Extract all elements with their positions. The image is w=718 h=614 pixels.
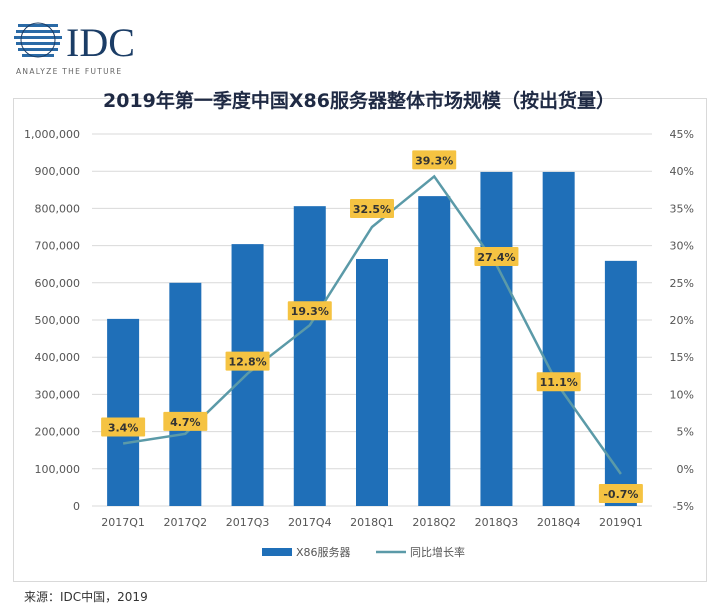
left-tick-label: 1,000,000	[24, 128, 80, 141]
data-label-box	[412, 150, 457, 170]
bar	[169, 282, 202, 506]
bar	[356, 258, 388, 506]
category-label: 2018Q1	[350, 516, 394, 529]
legend-swatch-bar	[262, 548, 292, 556]
bar	[480, 171, 513, 506]
category-label: 2017Q1	[101, 516, 145, 529]
right-tick-label: 40%	[670, 165, 694, 178]
left-tick-label: 400,000	[35, 351, 81, 364]
data-label: 11.1%	[540, 376, 578, 389]
legend-label: X86服务器	[296, 546, 351, 559]
legend-label: 同比增长率	[410, 545, 465, 559]
bar	[293, 206, 326, 506]
data-label-box	[474, 246, 519, 266]
left-tick-label: 300,000	[35, 388, 81, 401]
bar	[418, 196, 451, 506]
left-tick-label: 900,000	[35, 165, 81, 178]
svg-text:ANALYZE THE FUTURE: ANALYZE THE FUTURE	[16, 67, 122, 76]
right-tick-label: 20%	[670, 314, 694, 327]
category-label: 2017Q2	[164, 516, 208, 529]
idc-logo: IDC ANALYZE THE FUTURE	[14, 20, 135, 76]
right-tick-label: 15%	[670, 351, 694, 364]
data-label-box	[101, 417, 146, 437]
data-label: -0.7%	[603, 488, 638, 501]
data-label-box	[163, 411, 208, 431]
data-label: 27.4%	[477, 251, 515, 264]
svg-text:IDC: IDC	[66, 20, 135, 65]
right-tick-label: -5%	[673, 500, 694, 513]
category-label: 2017Q3	[226, 516, 270, 529]
right-tick-label: 0%	[677, 463, 694, 476]
data-label-box	[598, 484, 643, 504]
right-tick-label: 5%	[677, 426, 694, 439]
bar	[542, 171, 575, 506]
left-tick-label: 100,000	[35, 463, 81, 476]
left-tick-label: 800,000	[35, 202, 81, 215]
data-label: 32.5%	[353, 203, 391, 216]
data-label: 4.7%	[170, 416, 201, 429]
category-label: 2017Q4	[288, 516, 332, 529]
left-tick-label: 600,000	[35, 277, 81, 290]
data-label: 12.8%	[228, 356, 266, 369]
data-label: 3.4%	[108, 422, 139, 435]
category-label: 2018Q2	[412, 516, 456, 529]
data-label: 39.3%	[415, 154, 453, 167]
left-tick-label: 700,000	[35, 240, 81, 253]
category-label: 2018Q4	[537, 516, 581, 529]
right-tick-label: 30%	[670, 240, 694, 253]
chart-title: 2019年第一季度中国X86服务器整体市场规模（按出货量）	[103, 90, 615, 112]
right-tick-label: 45%	[670, 128, 694, 141]
data-label-box	[536, 372, 581, 392]
data-label-box	[225, 351, 270, 371]
right-tick-label: 35%	[670, 202, 694, 215]
category-label: 2019Q1	[599, 516, 643, 529]
bar	[604, 260, 637, 506]
left-tick-label: 500,000	[35, 314, 81, 327]
right-tick-label: 10%	[670, 388, 694, 401]
bar	[107, 318, 140, 506]
left-tick-label: 0	[73, 500, 80, 513]
data-label-box	[287, 301, 332, 321]
right-tick-label: 25%	[670, 277, 694, 290]
left-tick-label: 200,000	[35, 426, 81, 439]
category-label: 2018Q3	[475, 516, 519, 529]
source-note: 来源：IDC中国，2019	[24, 590, 148, 604]
data-label: 19.3%	[291, 305, 329, 318]
data-label-box	[350, 199, 394, 218]
